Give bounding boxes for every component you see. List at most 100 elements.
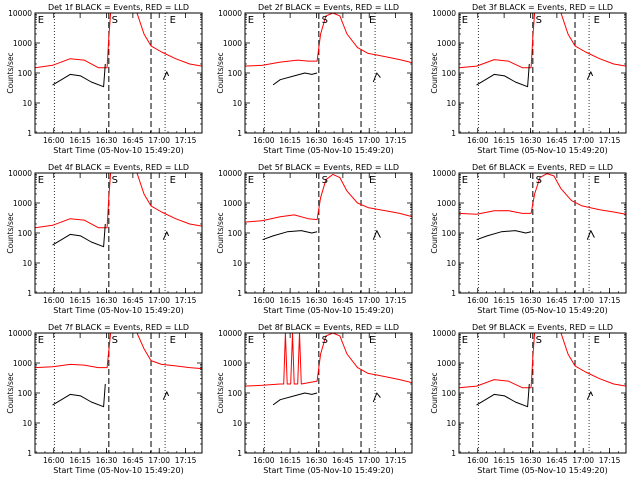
x-axis-label: Start Time (05-Nov-10 15:49:20) — [53, 146, 183, 155]
y-tick-label: 1000 — [437, 199, 456, 208]
x-tick-label: 16:15 — [69, 456, 91, 465]
x-tick-label: 16:15 — [493, 296, 515, 305]
events-series-line — [162, 231, 170, 240]
x-tick-label: 17:15 — [599, 296, 621, 305]
y-tick-label: 1 — [27, 129, 32, 138]
y-axis-label: Counts/sec — [6, 212, 15, 253]
y-tick-label: 1000 — [437, 39, 456, 48]
x-tick-label: 16:15 — [493, 456, 515, 465]
x-tick-label: 16:00 — [467, 456, 489, 465]
lld-series-line — [35, 13, 112, 69]
y-axis-label: Counts/sec — [216, 212, 225, 253]
y-tick-label: 10 — [232, 419, 242, 428]
x-tick-label: 16:00 — [43, 136, 65, 145]
events-series-line — [272, 392, 318, 406]
x-tick-label: 16:45 — [332, 456, 354, 465]
lld-series-line — [560, 333, 626, 387]
events-series-line — [476, 63, 530, 88]
x-tick-label: 16:00 — [467, 296, 489, 305]
lld-series-line — [245, 13, 412, 67]
panel-data — [459, 333, 626, 408]
interval-marker-E: E — [38, 335, 44, 346]
events-series-line — [586, 230, 595, 240]
interval-marker-S: S — [322, 175, 328, 186]
events-series-line — [272, 72, 318, 86]
y-axis-label: Counts/sec — [216, 52, 225, 93]
x-tick-label: 17:15 — [175, 456, 197, 465]
lld-series-line — [459, 173, 626, 215]
events-series-line — [262, 230, 318, 241]
x-tick-label: 17:15 — [385, 296, 407, 305]
lld-series-line — [245, 173, 412, 223]
y-axis-label: Counts/sec — [216, 372, 225, 413]
y-tick-label: 10 — [22, 99, 32, 108]
y-axis-label: Counts/sec — [430, 52, 439, 93]
interval-marker-S: S — [536, 15, 542, 26]
y-tick-label: 1 — [451, 449, 456, 458]
detector-panel-7: Det 7f BLACK = Events, RED = LLD 1 10 100 10… — [6, 323, 203, 475]
panel-data — [245, 13, 412, 86]
interval-marker-S: S — [112, 175, 118, 186]
events-series-line — [52, 63, 106, 88]
interval-marker-S: S — [536, 335, 542, 346]
panel-frame — [34, 12, 203, 134]
x-tick-label: 17:00 — [572, 456, 594, 465]
x-tick-label: 16:00 — [43, 296, 65, 305]
x-tick-label: 16:15 — [279, 136, 301, 145]
x-tick-label: 16:45 — [122, 296, 144, 305]
detector-panel-1: Det 1f BLACK = Events, RED = LLD 1 10 100 10… — [6, 3, 203, 155]
lld-series-line — [560, 13, 626, 67]
interval-marker-E: E — [594, 15, 600, 26]
interval-marker-S: S — [322, 335, 328, 346]
detector-panel-2: Det 2f BLACK = Events, RED = LLD 1 10 100 10… — [216, 3, 413, 155]
x-axis-label: Start Time (05-Nov-10 15:49:20) — [263, 466, 393, 475]
y-axis-label: Counts/sec — [430, 372, 439, 413]
events-series-line — [476, 383, 530, 408]
lld-series-line — [459, 13, 536, 69]
x-tick-label: 16:00 — [43, 456, 65, 465]
panel-title: Det 8f BLACK = Events, RED = LLD — [258, 323, 399, 332]
interval-marker-E: E — [38, 15, 44, 26]
interval-marker-S: S — [536, 175, 542, 186]
x-axis-label: Start Time (05-Nov-10 15:49:20) — [53, 466, 183, 475]
detector-panel-6: Det 6f BLACK = Events, RED = LLD 1 10 100 10… — [430, 163, 627, 315]
x-tick-label: 16:45 — [546, 456, 568, 465]
y-tick-label: 10000 — [8, 9, 32, 18]
y-tick-label: 1 — [27, 289, 32, 298]
lld-series-line — [245, 333, 412, 387]
panel-title: Det 2f BLACK = Events, RED = LLD — [258, 3, 399, 12]
lld-series-line — [136, 173, 202, 227]
detector-panel-8: Det 8f BLACK = Events, RED = LLD 1 10 100 10… — [216, 323, 413, 475]
x-tick-label: 17:00 — [358, 136, 380, 145]
panel-data — [35, 13, 202, 88]
y-tick-label: 1 — [237, 449, 242, 458]
y-tick-label: 10 — [232, 259, 242, 268]
panel-data — [245, 333, 412, 406]
y-tick-label: 1000 — [223, 199, 242, 208]
panel-frame — [34, 332, 203, 454]
x-tick-label: 16:15 — [69, 136, 91, 145]
y-tick-label: 10 — [22, 259, 32, 268]
events-series-line — [52, 383, 106, 408]
x-axis-label: Start Time (05-Nov-10 15:49:20) — [53, 306, 183, 315]
x-tick-label: 17:15 — [385, 456, 407, 465]
detector-panel-5: Det 5f BLACK = Events, RED = LLD 1 10 100 10… — [216, 163, 413, 315]
detector-panel-9: Det 9f BLACK = Events, RED = LLD 1 10 100 10… — [430, 323, 627, 475]
interval-marker-E: E — [170, 15, 176, 26]
y-tick-label: 100 — [18, 229, 33, 238]
y-tick-label: 1 — [237, 289, 242, 298]
x-tick-label: 17:15 — [385, 136, 407, 145]
y-tick-label: 10000 — [218, 9, 242, 18]
y-tick-label: 100 — [18, 389, 33, 398]
x-axis-label: Start Time (05-Nov-10 15:49:20) — [477, 306, 607, 315]
panel-data — [459, 173, 626, 241]
detector-panel-4: Det 4f BLACK = Events, RED = LLD 1 10 100 10… — [6, 163, 203, 315]
y-tick-label: 10000 — [8, 169, 32, 178]
y-tick-label: 1000 — [437, 359, 456, 368]
interval-marker-S: S — [322, 15, 328, 26]
interval-marker-E: E — [462, 15, 468, 26]
x-tick-label: 16:15 — [493, 136, 515, 145]
lld-series-line — [35, 173, 112, 229]
x-tick-label: 17:00 — [572, 136, 594, 145]
